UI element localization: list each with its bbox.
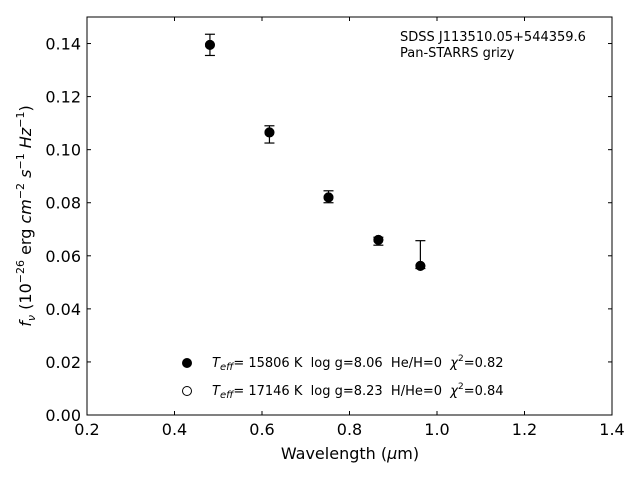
legend-1-chi: χ <box>449 356 459 371</box>
legend-1-params: = 15806 K log g=8.06 He/H=0 <box>233 356 450 371</box>
y-tick-label: 0.06 <box>45 247 81 266</box>
axis-ticks <box>86 17 613 416</box>
legend-1-teff-sub: eff <box>220 362 235 373</box>
legend-1-chi-value: =0.82 <box>464 356 504 371</box>
data-point-filled <box>323 192 334 203</box>
y-tick-label: 0.04 <box>45 300 81 319</box>
legend-2-teff-sub: eff <box>220 390 235 401</box>
legend-1-teff: T <box>212 356 221 371</box>
x-axis-title: Wavelength (μm) <box>281 444 419 463</box>
y-axis-title: fν (10−26 erg cm−2 s−1 Hz−1) <box>14 105 38 326</box>
y-tick-label: 0.10 <box>45 141 81 160</box>
x-tick-label: 1.0 <box>424 420 449 439</box>
x-tick-label: 0.2 <box>74 420 99 439</box>
data-point-filled <box>373 234 384 245</box>
data-point-filled <box>204 39 215 50</box>
y-tick-label: 0.08 <box>45 194 81 213</box>
legend: Teff= 15806 K log g=8.06 He/H=0 χ2=0.82 … <box>182 354 504 401</box>
data-point-filled <box>264 127 275 138</box>
axis-tick-labels: 0.2 0.4 0.6 0.8 1.0 1.2 1.4 0.00 0.02 0.04 0.06 0.0… <box>45 35 624 439</box>
y-tick-label: 0.12 <box>45 88 81 107</box>
legend-2-chi-value: =0.84 <box>464 384 504 399</box>
x-tick-label: 1.4 <box>599 420 624 439</box>
legend-marker-filled <box>182 358 192 368</box>
legend-entry-2: Teff= 17146 K log g=8.23 H/He=0 χ2=0.84 <box>212 382 504 401</box>
legend-1-chi-sup: 2 <box>458 354 464 364</box>
annotation-survey: Pan-STARRS grizy <box>400 46 515 61</box>
legend-marker-open <box>182 386 192 396</box>
x-tick-label: 0.6 <box>249 420 274 439</box>
legend-2-params: = 17146 K log g=8.23 H/He=0 <box>233 384 450 399</box>
legend-2-chi-sup: 2 <box>458 382 464 392</box>
y-tick-label: 0.14 <box>45 35 81 54</box>
x-tick-label: 0.4 <box>162 420 187 439</box>
legend-2-chi: χ <box>449 384 459 399</box>
legend-entry-1: Teff= 15806 K log g=8.06 He/H=0 χ2=0.82 <box>212 354 504 373</box>
data-points <box>204 39 426 271</box>
y-tick-label: 0.00 <box>45 406 81 425</box>
y-tick-label: 0.02 <box>45 353 81 372</box>
legend-2-teff: T <box>212 384 221 399</box>
data-point-filled <box>415 260 426 271</box>
annotation-object-name: SDSS J113510.05+544359.6 <box>400 30 586 45</box>
x-tick-label: 0.8 <box>337 420 362 439</box>
x-tick-label: 1.2 <box>512 420 537 439</box>
error-bars <box>204 33 426 270</box>
